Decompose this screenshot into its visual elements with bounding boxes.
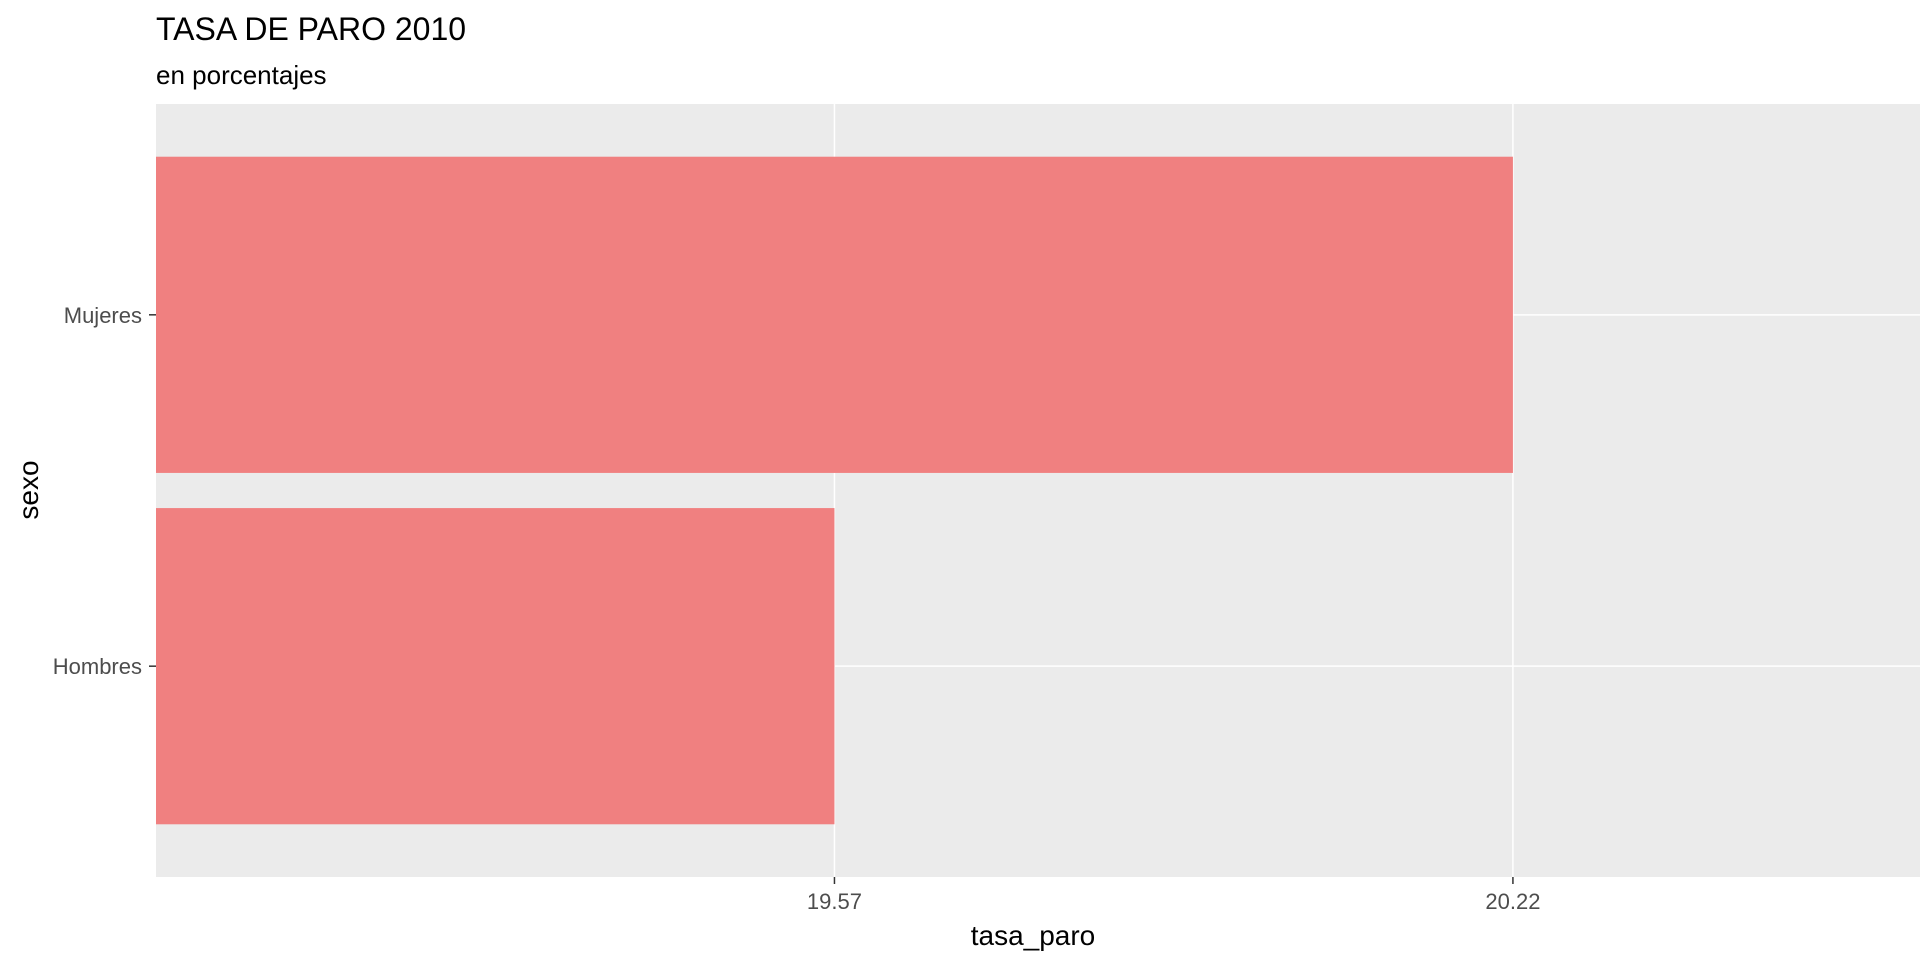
x-axis-title: tasa_paro bbox=[971, 920, 1096, 951]
y-axis-title: sexo bbox=[13, 460, 44, 519]
chart-title: TASA DE PARO 2010 bbox=[156, 11, 466, 47]
y-tick-label: Hombres bbox=[53, 654, 142, 679]
y-axis: Hombres Mujeres bbox=[53, 303, 156, 679]
bar-mujeres bbox=[156, 156, 1513, 473]
y-tick-label: Mujeres bbox=[64, 303, 142, 328]
x-tick-label: 20.22 bbox=[1485, 889, 1540, 914]
chart-subtitle: en porcentajes bbox=[156, 60, 327, 90]
bar-hombres bbox=[156, 508, 835, 825]
bars bbox=[156, 156, 1513, 825]
x-axis: 19.57 20.22 bbox=[807, 877, 1540, 914]
x-tick-label: 19.57 bbox=[807, 889, 862, 914]
